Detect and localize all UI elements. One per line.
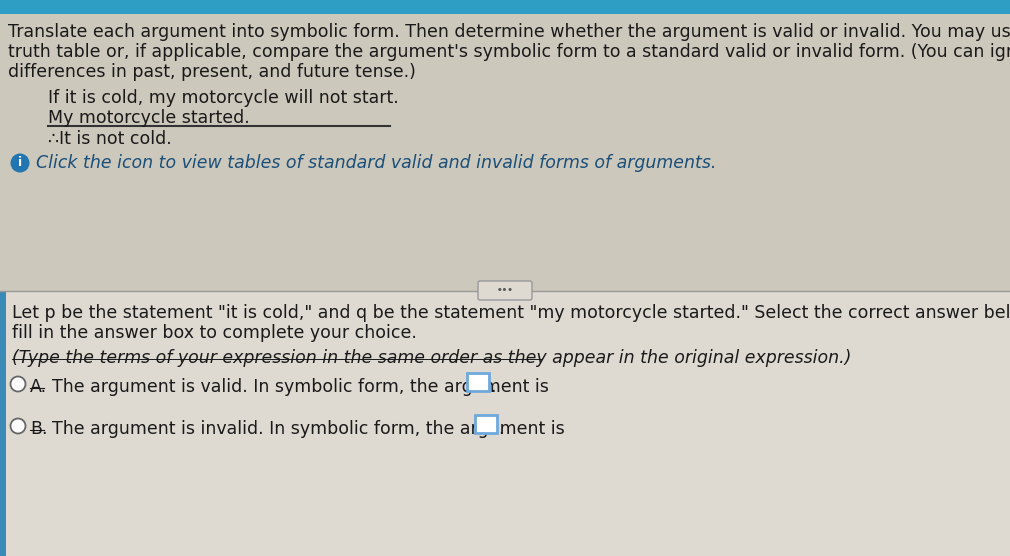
Text: B.: B. bbox=[30, 420, 47, 438]
Text: If it is cold, my motorcycle will not start.: If it is cold, my motorcycle will not st… bbox=[48, 89, 399, 107]
Text: (Type the terms of your expression in the same order as they appear in the origi: (Type the terms of your expression in th… bbox=[12, 349, 851, 367]
FancyBboxPatch shape bbox=[467, 373, 489, 391]
Text: The argument is invalid. In symbolic form, the argument is: The argument is invalid. In symbolic for… bbox=[52, 420, 565, 438]
Circle shape bbox=[10, 376, 25, 391]
Text: truth table or, if applicable, compare the argument's symbolic form to a standar: truth table or, if applicable, compare t… bbox=[8, 43, 1010, 61]
Text: •••: ••• bbox=[497, 286, 513, 295]
FancyBboxPatch shape bbox=[0, 291, 6, 556]
Text: The argument is valid. In symbolic form, the argument is: The argument is valid. In symbolic form,… bbox=[52, 378, 548, 396]
Text: Let p be the statement "it is cold," and q be the statement "my motorcycle start: Let p be the statement "it is cold," and… bbox=[12, 304, 1010, 322]
Text: Click the icon to view tables of standard valid and invalid forms of arguments.: Click the icon to view tables of standar… bbox=[36, 154, 716, 172]
Circle shape bbox=[10, 153, 29, 172]
Text: Translate each argument into symbolic form. Then determine whether the argument : Translate each argument into symbolic fo… bbox=[8, 23, 1010, 41]
FancyBboxPatch shape bbox=[478, 281, 532, 300]
FancyBboxPatch shape bbox=[0, 14, 1010, 291]
FancyBboxPatch shape bbox=[0, 291, 1010, 556]
Text: i: i bbox=[18, 156, 22, 170]
Text: A.: A. bbox=[30, 378, 47, 396]
FancyBboxPatch shape bbox=[0, 0, 1010, 14]
Text: .: . bbox=[490, 378, 496, 396]
Text: fill in the answer box to complete your choice.: fill in the answer box to complete your … bbox=[12, 324, 417, 342]
FancyBboxPatch shape bbox=[475, 415, 497, 433]
Text: .: . bbox=[498, 420, 504, 438]
Text: ∴It is not cold.: ∴It is not cold. bbox=[48, 130, 172, 148]
Text: differences in past, present, and future tense.): differences in past, present, and future… bbox=[8, 63, 416, 81]
Circle shape bbox=[10, 419, 25, 434]
Text: My motorcycle started.: My motorcycle started. bbox=[48, 109, 249, 127]
